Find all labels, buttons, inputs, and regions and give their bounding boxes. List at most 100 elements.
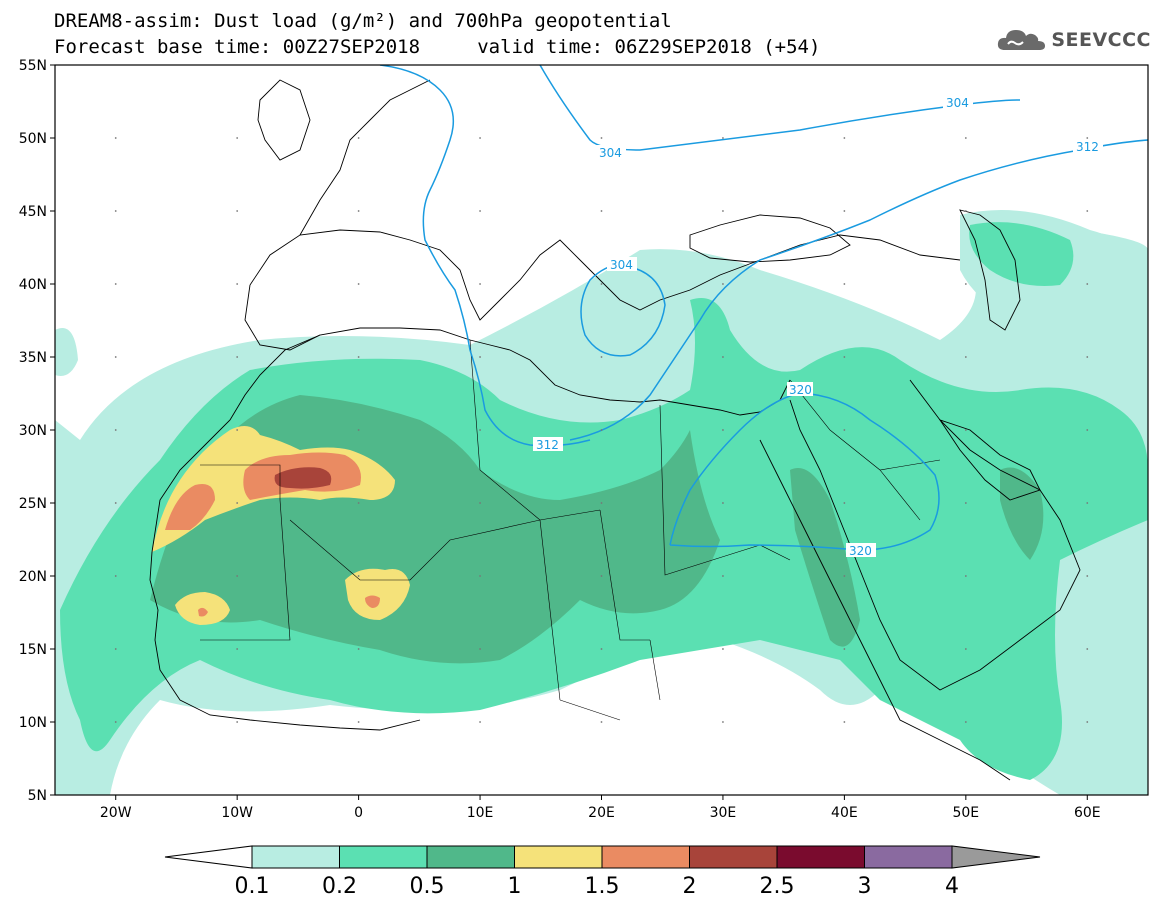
grid-dot (964, 575, 967, 577)
grid-dot (843, 356, 846, 358)
grid-dot (1086, 429, 1089, 431)
coastline-europe-south (249, 229, 961, 321)
dust-band-0-5-east (790, 468, 860, 647)
colorbar-segment (776, 845, 865, 869)
coastline-africa-north (151, 327, 791, 553)
grid-dot (114, 356, 117, 358)
grid-dot (479, 575, 481, 577)
lat-tick-label: 55N (19, 58, 47, 74)
lat-tick-label: 20N (19, 569, 47, 585)
lon-tick-label: 30E (710, 805, 737, 821)
grid-dot (479, 210, 481, 212)
colorbar-label: 2 (683, 874, 697, 899)
dust-band-0-5-arabia (1000, 467, 1044, 560)
coastlines-and-borders (149, 79, 1081, 781)
seevccc-logo: SEEVCCC (995, 26, 1151, 54)
coastline-red-sea-west (759, 439, 1011, 781)
logo-text: SEEVCCC (1051, 29, 1151, 51)
grid-dot (722, 356, 724, 358)
grid-dot (964, 502, 967, 504)
grid-dot (357, 648, 360, 650)
lat-tick-label: 15N (19, 642, 47, 658)
grid-dot (357, 575, 360, 577)
longitude-axis: 20W 10W 0 10E 20E 30E 40E 50E 60E (100, 795, 1101, 821)
colorbar-label: 1 (508, 874, 522, 899)
grid-dot (236, 721, 239, 723)
contour-304-greece (580, 264, 666, 357)
coastline-caspian (959, 209, 1021, 331)
chart-title-line2: Forecast base time: 00Z27SEP2018 valid t… (54, 36, 821, 58)
grid-dot (964, 429, 967, 431)
map-plot-area: 304 304 304 312 312 320 320 (55, 65, 1148, 795)
dust-band-0-2-north (969, 222, 1074, 286)
coastline-persian-gulf (938, 419, 1041, 501)
grid-dot (357, 429, 360, 431)
grid-dot (600, 283, 603, 285)
grid-dot (600, 721, 603, 723)
grid-dot (357, 502, 360, 504)
grid-dot (600, 356, 603, 358)
colorbar-segment (339, 845, 428, 869)
grid-dot (843, 721, 846, 723)
grid-dot (114, 721, 117, 723)
grid-dot (357, 721, 360, 723)
grid-dot (1086, 648, 1089, 650)
colorbar-label: 3 (858, 874, 872, 899)
grid-dot (114, 210, 117, 212)
contour-304-west (379, 65, 591, 447)
grid-dot (722, 283, 724, 285)
grid-dot (236, 648, 239, 650)
grid-dot (114, 137, 117, 139)
colorbar-segment (951, 845, 1041, 869)
colorbar-segment (251, 845, 340, 869)
coastline-arabia (789, 379, 1081, 691)
lat-tick-label: 50N (19, 131, 47, 147)
grid-dot (600, 502, 603, 504)
colorbar-segment (426, 845, 515, 869)
grid-dot (114, 575, 117, 577)
latitude-axis: 55N 50N 45N 40N 35N 30N 25N 20N 15N 10N 5N (19, 58, 55, 804)
contour-label: 312 (536, 438, 559, 452)
grid-dot (600, 648, 603, 650)
grid-dot (843, 283, 846, 285)
contour-label: 312 (1076, 140, 1099, 154)
grid-dot (722, 575, 724, 577)
colorbar-segment (164, 845, 253, 869)
grid-dot (722, 648, 724, 650)
grid-dot (722, 210, 724, 212)
border-lines (200, 339, 941, 721)
grid-dot (479, 356, 481, 358)
lat-tick-label: 30N (19, 423, 47, 439)
grid-dot (843, 137, 846, 139)
coastline-iberia (244, 284, 321, 351)
colorbar: 0.1 0.2 0.5 1 1.5 2 2.5 3 4 (164, 845, 1041, 899)
colorbar-segment (864, 845, 953, 869)
contour-label: 320 (849, 544, 872, 558)
grid-dot (964, 137, 967, 139)
grid-dot (722, 429, 724, 431)
grid-dot (843, 429, 846, 431)
grid-dot (843, 502, 846, 504)
lat-tick-label: 35N (19, 350, 47, 366)
coastline-europe-west (299, 79, 431, 236)
grid-dot (600, 210, 603, 212)
grid-dot (964, 721, 967, 723)
grid-dot (1086, 210, 1089, 212)
grid-dot (1086, 137, 1089, 139)
coastline-uk (257, 79, 311, 161)
grid-dot (600, 575, 603, 577)
lon-tick-label: 20E (588, 805, 615, 821)
colorbar-label: 0.1 (235, 874, 270, 899)
lon-tick-label: 60E (1074, 805, 1101, 821)
grid-dot (722, 502, 724, 504)
colorbar-label: 0.2 (322, 874, 357, 899)
colorbar-label: 2.5 (760, 874, 795, 899)
lat-tick-label: 40N (19, 277, 47, 293)
grid-dot (722, 137, 724, 139)
grid-dot (479, 721, 481, 723)
colorbar-label: 4 (945, 874, 959, 899)
grid-dot (479, 502, 481, 504)
grid-dot (1086, 575, 1089, 577)
grid-dot (722, 721, 724, 723)
